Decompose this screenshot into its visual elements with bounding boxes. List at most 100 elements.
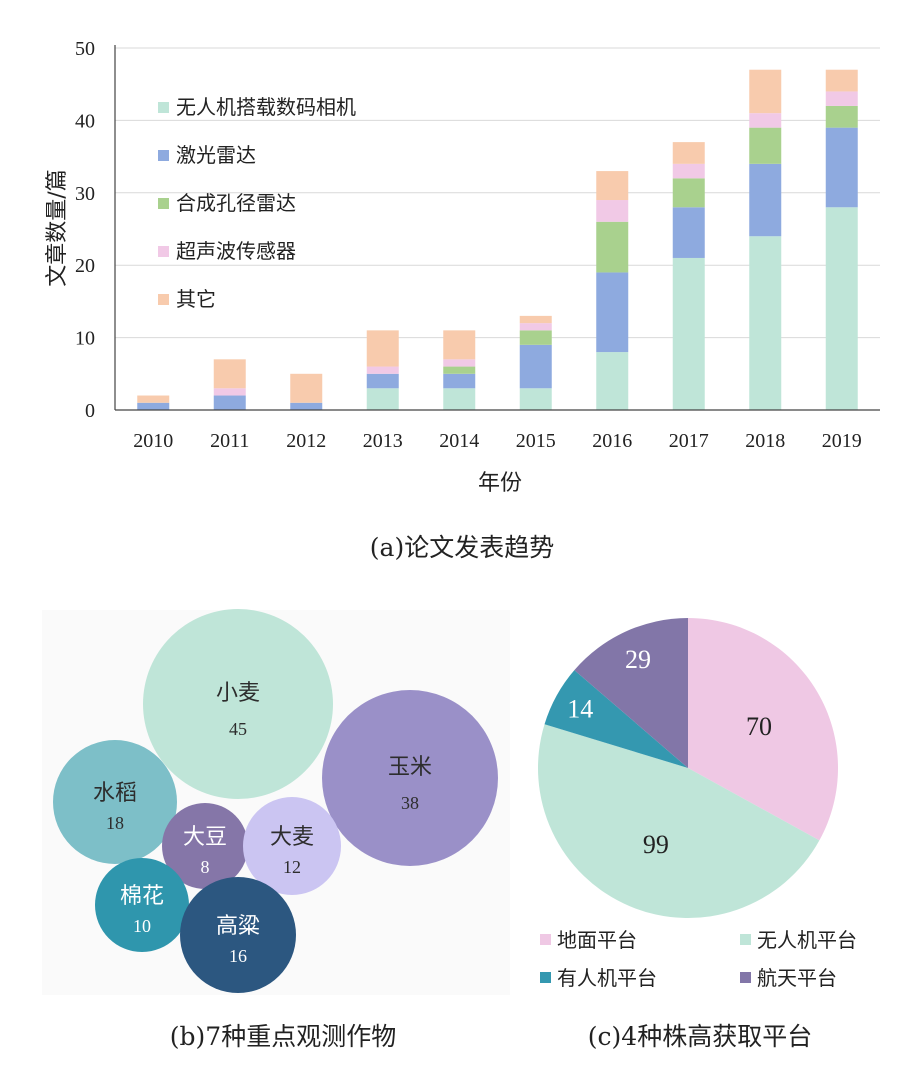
y-tick-labels: 0 10 20 30 40 50 bbox=[75, 38, 95, 422]
caption-a: (a)论文发表趋势 bbox=[370, 533, 554, 562]
legend-swatch bbox=[158, 246, 169, 257]
bubble-label: 水稻 bbox=[93, 781, 137, 806]
bar-segment bbox=[290, 402, 323, 410]
bar-segment bbox=[749, 236, 782, 410]
legend-swatch bbox=[740, 972, 751, 983]
bubble-label: 棉花 bbox=[120, 884, 164, 909]
legend-swatch bbox=[158, 150, 169, 161]
x-tick-label: 2018 bbox=[745, 430, 785, 452]
bar-segment bbox=[519, 344, 552, 389]
bubble-value: 45 bbox=[229, 719, 247, 739]
pie-slice bbox=[688, 618, 838, 841]
bar-segment bbox=[825, 91, 858, 106]
x-tick-label: 2013 bbox=[363, 430, 403, 452]
bar-segment bbox=[825, 105, 858, 128]
bubble-value: 10 bbox=[133, 916, 151, 936]
caption-c: (c)4种株高获取平台 bbox=[588, 1022, 812, 1051]
legend-label: 其它 bbox=[176, 287, 216, 311]
bar-segment bbox=[366, 373, 399, 389]
x-tick-label: 2014 bbox=[439, 430, 479, 452]
bar-segment bbox=[825, 127, 858, 208]
legend-label: 合成孔径雷达 bbox=[176, 191, 296, 215]
pie-slice-label: 99 bbox=[643, 830, 669, 859]
bubble-value: 16 bbox=[229, 946, 247, 966]
bubble bbox=[143, 609, 333, 799]
bar-segment bbox=[137, 402, 170, 410]
bar-segment bbox=[672, 142, 705, 164]
pie-slice bbox=[537, 724, 820, 919]
bar-segment bbox=[443, 330, 476, 360]
bar-segment bbox=[749, 163, 782, 237]
pie-slice bbox=[574, 618, 688, 768]
y-tick-label: 30 bbox=[75, 183, 95, 205]
y-tick-label: 10 bbox=[75, 328, 95, 350]
bar-segment bbox=[213, 388, 246, 396]
bar-segment bbox=[596, 171, 629, 201]
bar-segment bbox=[672, 207, 705, 258]
bar-segment bbox=[596, 352, 629, 410]
legend-label: 超声波传感器 bbox=[176, 239, 296, 263]
bar-segment bbox=[290, 373, 323, 403]
stacked-bar-chart: 0 10 20 30 40 50 2010 2011 2012 2013 2014 2015 2016… bbox=[45, 38, 880, 562]
bubble-value: 12 bbox=[283, 857, 301, 877]
bar-segment bbox=[596, 221, 629, 273]
x-tick-label: 2010 bbox=[133, 430, 173, 452]
legend-label: 航天平台 bbox=[757, 966, 837, 990]
y-tick-label: 40 bbox=[75, 110, 95, 132]
bar-segment bbox=[519, 315, 552, 324]
pie-slice-label: 14 bbox=[567, 695, 593, 724]
x-axis-title: 年份 bbox=[478, 471, 522, 496]
bubble bbox=[95, 858, 189, 952]
y-axis-title: 文章数量/篇 bbox=[45, 169, 70, 286]
bar-segment bbox=[672, 163, 705, 179]
pie-slice bbox=[544, 670, 688, 768]
bar-segment bbox=[749, 69, 782, 114]
bar-segment bbox=[825, 207, 858, 410]
bar-segment bbox=[596, 272, 629, 353]
bar-segment bbox=[749, 113, 782, 128]
x-tick-label: 2012 bbox=[286, 430, 326, 452]
bar-segment bbox=[366, 330, 399, 367]
bubble-label: 大豆 bbox=[183, 825, 227, 850]
x-tick-label: 2011 bbox=[210, 430, 249, 452]
bubble-value: 38 bbox=[401, 793, 419, 813]
pie-slice-label: 29 bbox=[625, 645, 651, 674]
bar-segment bbox=[519, 323, 552, 331]
legend-label: 无人机平台 bbox=[757, 928, 857, 952]
x-tick-label: 2015 bbox=[516, 430, 556, 452]
bubble-label: 大麦 bbox=[270, 825, 314, 850]
bar-segment bbox=[366, 388, 399, 410]
bar-segment bbox=[825, 69, 858, 92]
bar-segment bbox=[443, 366, 476, 374]
x-tick-label: 2017 bbox=[669, 430, 709, 452]
legend-label: 激光雷达 bbox=[176, 143, 256, 167]
bubble bbox=[322, 690, 498, 866]
bar-segment bbox=[137, 395, 170, 403]
legend-label: 地面平台 bbox=[557, 928, 637, 952]
bubble bbox=[180, 877, 296, 993]
bar-segment bbox=[519, 330, 552, 345]
bar-segment bbox=[443, 359, 476, 367]
bar-segment bbox=[749, 127, 782, 164]
bar-segment bbox=[672, 257, 705, 410]
legend-swatch bbox=[540, 972, 551, 983]
y-tick-label: 0 bbox=[85, 400, 95, 422]
bubble bbox=[162, 803, 248, 889]
bars bbox=[137, 69, 858, 410]
x-tick-label: 2019 bbox=[822, 430, 862, 452]
bubble-label: 高粱 bbox=[216, 914, 260, 939]
x-tick-labels: 2010 2011 2012 2013 2014 2015 2016 2017 2018 2019 bbox=[133, 430, 862, 452]
legend-swatch bbox=[158, 294, 169, 305]
bar-segment bbox=[672, 178, 705, 208]
bar-segment bbox=[443, 373, 476, 389]
bubble bbox=[53, 740, 177, 864]
bubble-chart: 小麦 45 玉米 38 水稻 18 大豆 8 大麦 12 棉花 10 高粱 16 (b)7种重点观测作物 bbox=[42, 609, 510, 1051]
bubble bbox=[243, 797, 341, 895]
legend-swatch bbox=[740, 934, 751, 945]
bubble-label: 玉米 bbox=[388, 755, 432, 780]
legend-swatch bbox=[540, 934, 551, 945]
